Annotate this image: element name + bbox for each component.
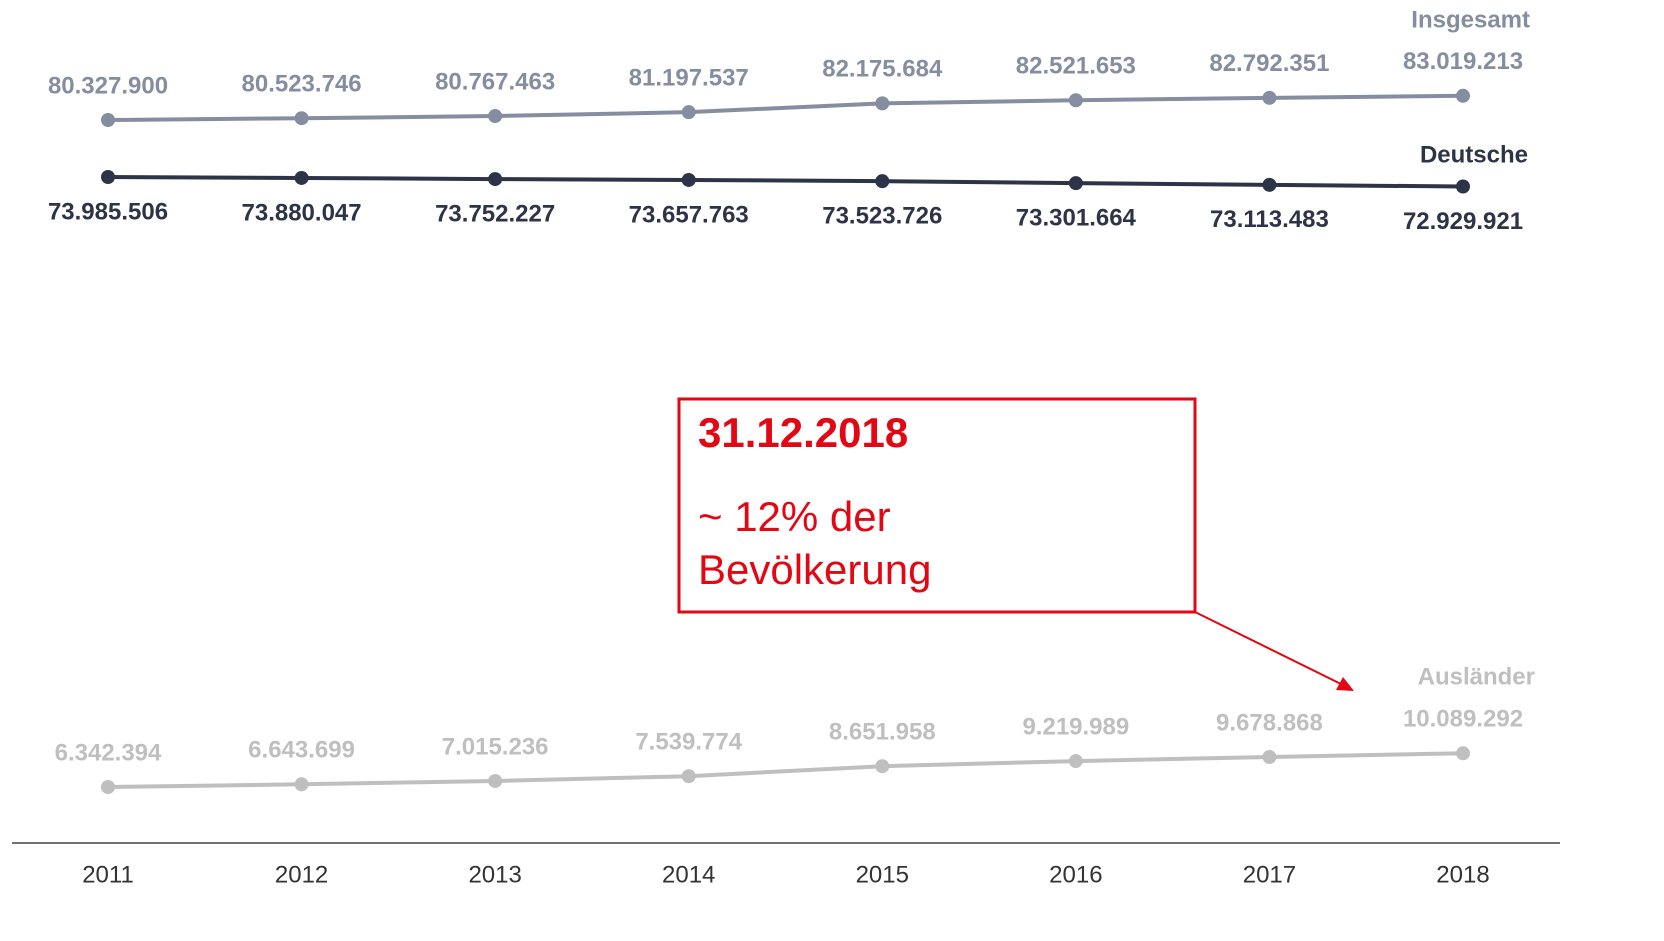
- data-point: [681, 105, 696, 120]
- data-label: 8.651.958: [829, 719, 936, 746]
- data-label: 6.643.699: [248, 737, 355, 764]
- data-label: 6.342.394: [55, 739, 162, 766]
- data-label: 83.019.213: [1403, 48, 1523, 75]
- series-line: [107, 751, 1464, 789]
- annotation-text: ~ 12% der: [698, 493, 891, 540]
- data-label: 10.089.292: [1403, 706, 1523, 733]
- annotation-text: Bevölkerung: [698, 546, 931, 593]
- data-label: 80.767.463: [435, 68, 555, 95]
- data-label: 73.113.483: [1210, 206, 1329, 233]
- legend-label: Deutsche: [1420, 141, 1528, 168]
- data-label: 73.523.726: [822, 202, 942, 229]
- annotation: 31.12.2018 ~ 12% der Bevölkerung: [677, 397, 1354, 691]
- data-point: [294, 170, 309, 185]
- x-tick-label: 2012: [275, 861, 328, 888]
- data-point: [1262, 90, 1277, 105]
- data-point: [875, 174, 890, 189]
- x-tick-label: 2017: [1243, 861, 1296, 888]
- data-label: 82.521.653: [1016, 53, 1136, 80]
- data-label: 73.301.664: [1016, 204, 1137, 231]
- data-point: [488, 773, 503, 788]
- series-line: [107, 93, 1464, 122]
- data-point: [488, 109, 503, 124]
- data-label: 73.880.047: [242, 199, 362, 226]
- data-point: [1456, 746, 1470, 761]
- data-label: 73.657.763: [629, 201, 749, 228]
- data-point: [681, 172, 696, 187]
- annotation-box: [677, 397, 1197, 614]
- data-label: 7.539.774: [635, 729, 742, 756]
- data-point: [488, 172, 503, 187]
- data-point: [101, 780, 115, 794]
- arrow-head: [1336, 677, 1354, 691]
- data-label: 72.929.921: [1403, 208, 1523, 235]
- data-label: 82.175.684: [822, 56, 943, 83]
- data-point: [1262, 749, 1277, 764]
- data-label: 9.219.989: [1022, 713, 1129, 740]
- data-point: [1068, 754, 1083, 769]
- x-tick-label: 2016: [1049, 861, 1102, 888]
- data-point: [1068, 93, 1083, 108]
- data-label: 73.985.506: [48, 198, 168, 225]
- series-line: [107, 175, 1464, 189]
- data-label: 9.678.868: [1216, 709, 1323, 736]
- x-tick-label: 2015: [856, 861, 909, 888]
- data-point: [101, 170, 115, 184]
- x-tick-label: 2018: [1436, 861, 1489, 888]
- data-point: [294, 111, 309, 126]
- data-point: [1456, 179, 1470, 194]
- data-label: 7.015.236: [442, 733, 549, 760]
- legend-label: Ausländer: [1418, 663, 1535, 690]
- data-label: 81.197.537: [629, 65, 749, 92]
- data-label: 82.792.351: [1209, 50, 1329, 77]
- data-label: 80.327.900: [48, 72, 168, 99]
- legend-label: Insgesamt: [1411, 6, 1530, 33]
- data-point: [1068, 176, 1083, 191]
- data-point: [681, 769, 696, 784]
- data-point: [875, 759, 890, 774]
- data-label: 80.523.746: [242, 71, 362, 98]
- data-point: [101, 113, 115, 127]
- data-point: [875, 96, 890, 111]
- data-label: 73.752.227: [435, 200, 555, 227]
- annotation-arrow: [1194, 611, 1346, 687]
- x-tick-label: 2013: [468, 861, 521, 888]
- x-tick-label: 2014: [662, 861, 715, 888]
- data-point: [294, 777, 309, 792]
- data-point: [1262, 177, 1277, 192]
- data-point: [1456, 88, 1470, 103]
- annotation-title: 31.12.2018: [698, 409, 908, 456]
- x-tick-label: 2011: [82, 861, 134, 888]
